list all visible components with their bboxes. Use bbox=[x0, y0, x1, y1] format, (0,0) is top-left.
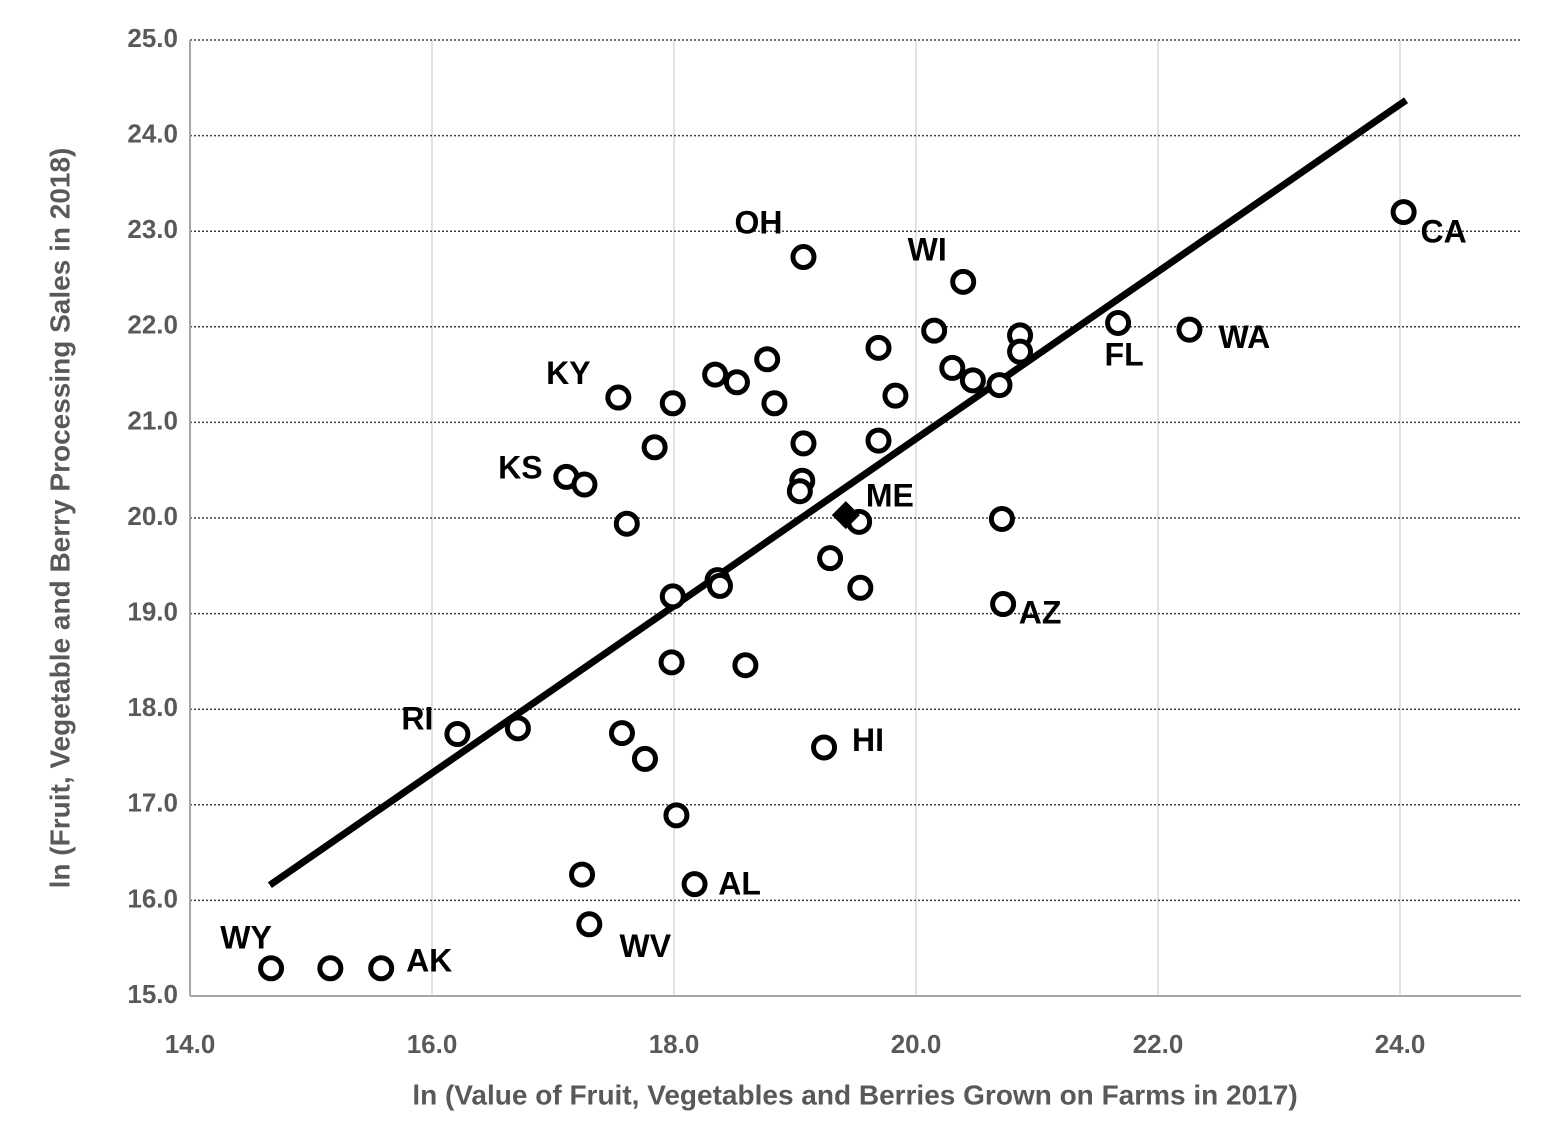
y-tick-label: 24.0 bbox=[127, 118, 178, 148]
point bbox=[608, 720, 635, 747]
point-label: KY bbox=[546, 355, 590, 391]
y-tick-label: 16.0 bbox=[127, 883, 178, 913]
point-label: ME bbox=[866, 478, 914, 514]
y-tick-label: 19.0 bbox=[127, 596, 178, 626]
y-tick-label: 23.0 bbox=[127, 214, 178, 244]
point bbox=[865, 334, 892, 361]
point bbox=[663, 802, 690, 829]
y-tick-label: 25.0 bbox=[127, 23, 178, 53]
point bbox=[631, 745, 658, 772]
y-tick-label: 15.0 bbox=[127, 979, 178, 1009]
point bbox=[681, 871, 708, 898]
trend-line bbox=[267, 97, 1409, 888]
point bbox=[811, 734, 838, 761]
point bbox=[761, 390, 788, 417]
y-tick-label: 20.0 bbox=[127, 501, 178, 531]
y-tick-label: 18.0 bbox=[127, 692, 178, 722]
point bbox=[613, 510, 640, 537]
point bbox=[641, 434, 668, 461]
point-label: CA bbox=[1421, 214, 1467, 250]
x-axis-title: ln (Value of Fruit, Vegetables and Berri… bbox=[412, 1079, 1297, 1110]
point bbox=[921, 317, 948, 344]
point-label: KS bbox=[498, 449, 542, 485]
point bbox=[706, 572, 733, 599]
point bbox=[569, 861, 596, 888]
point bbox=[790, 244, 817, 271]
y-tick-label: 22.0 bbox=[127, 310, 178, 340]
point bbox=[258, 955, 285, 982]
point bbox=[754, 346, 781, 373]
point bbox=[317, 955, 344, 982]
point-label: WA bbox=[1219, 319, 1271, 355]
point bbox=[959, 367, 986, 394]
point bbox=[659, 390, 686, 417]
point bbox=[939, 354, 966, 381]
x-tick-label: 18.0 bbox=[649, 1029, 700, 1059]
point bbox=[1176, 316, 1203, 343]
point bbox=[950, 268, 977, 295]
y-tick-label: 21.0 bbox=[127, 405, 178, 435]
x-tick-label: 24.0 bbox=[1375, 1029, 1426, 1059]
y-axis-title: ln (Fruit, Vegetable and Berry Processin… bbox=[44, 148, 75, 889]
point bbox=[790, 430, 817, 457]
point bbox=[865, 427, 892, 454]
point bbox=[658, 649, 685, 676]
point-label: AK bbox=[406, 943, 452, 979]
point bbox=[605, 384, 632, 411]
x-tick-label: 22.0 bbox=[1133, 1029, 1184, 1059]
x-tick-label: 14.0 bbox=[165, 1029, 216, 1059]
point-label: AL bbox=[718, 866, 761, 902]
point bbox=[444, 721, 471, 748]
point-label: HI bbox=[852, 722, 884, 758]
x-tick-label: 20.0 bbox=[891, 1029, 942, 1059]
point bbox=[702, 361, 729, 388]
point bbox=[986, 372, 1013, 399]
point bbox=[817, 545, 844, 572]
point bbox=[786, 478, 813, 505]
point bbox=[990, 591, 1017, 618]
point-label: WI bbox=[908, 231, 947, 267]
point bbox=[659, 583, 686, 610]
point bbox=[368, 955, 395, 982]
y-tick-label: 17.0 bbox=[127, 788, 178, 818]
point bbox=[1007, 338, 1034, 365]
point bbox=[1390, 199, 1417, 226]
point-label: RI bbox=[401, 701, 433, 737]
point-label: WY bbox=[220, 920, 272, 956]
point-label: AZ bbox=[1019, 594, 1062, 630]
point bbox=[831, 501, 860, 530]
point bbox=[571, 471, 598, 498]
point bbox=[576, 911, 603, 938]
point bbox=[988, 505, 1015, 532]
point bbox=[723, 369, 750, 396]
point bbox=[504, 715, 531, 742]
point-label: WV bbox=[620, 928, 672, 964]
point-label: OH bbox=[734, 204, 782, 240]
point bbox=[847, 574, 874, 601]
point-label: FL bbox=[1105, 336, 1144, 372]
point bbox=[732, 652, 759, 679]
x-tick-label: 16.0 bbox=[407, 1029, 458, 1059]
point bbox=[882, 382, 909, 409]
point bbox=[1105, 309, 1132, 336]
